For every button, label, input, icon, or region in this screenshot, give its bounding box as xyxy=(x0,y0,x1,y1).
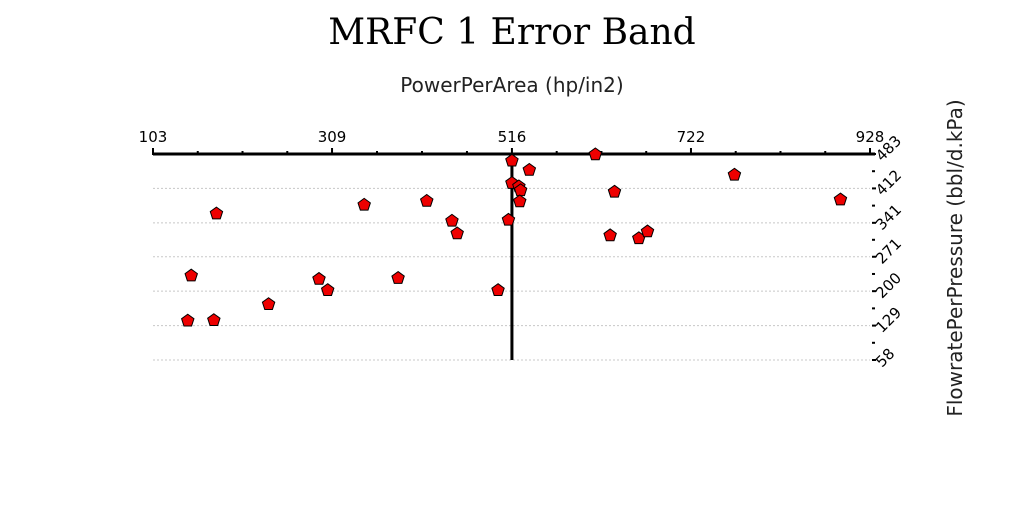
data-point xyxy=(491,283,505,296)
data-point xyxy=(261,297,276,311)
data-point xyxy=(207,313,221,327)
data-point xyxy=(505,153,519,167)
y-tick-label: 271 xyxy=(872,235,905,268)
chart-title: MRFC 1 Error Band xyxy=(328,12,695,53)
data-point xyxy=(501,212,516,226)
data-point xyxy=(391,270,405,284)
x-axis-ticks: 103 309 516 722 928 xyxy=(139,128,885,155)
data-point xyxy=(607,184,622,198)
data-point xyxy=(833,192,848,206)
x-tick-label: 103 xyxy=(139,128,168,146)
data-point xyxy=(603,228,617,242)
data-point xyxy=(209,206,224,220)
data-point xyxy=(180,313,195,327)
data-point xyxy=(445,213,459,227)
x-tick-label: 722 xyxy=(677,128,706,146)
y-axis-label: FlowratePerPressure (bbl/d.kPa) xyxy=(943,99,967,416)
x-tick-label: 309 xyxy=(318,128,347,146)
data-point xyxy=(727,167,742,181)
data-point xyxy=(588,147,603,161)
y-tick-label: 129 xyxy=(872,303,905,336)
data-points xyxy=(180,147,848,327)
data-point xyxy=(357,197,371,211)
gridlines xyxy=(153,187,870,361)
data-point xyxy=(419,193,434,207)
y-tick-label: 412 xyxy=(872,166,905,199)
data-point xyxy=(522,162,537,176)
data-point xyxy=(640,224,655,238)
y-tick-label: 200 xyxy=(872,269,905,302)
data-point xyxy=(450,226,464,240)
y-tick-label: 341 xyxy=(872,201,905,234)
data-point xyxy=(320,283,335,296)
x-axis-label: PowerPerArea (hp/in2) xyxy=(400,73,623,97)
data-point xyxy=(312,271,326,285)
x-tick-label: 516 xyxy=(498,128,527,146)
data-point xyxy=(184,268,199,282)
y-tick-label: 58 xyxy=(872,345,898,371)
x-tick-label: 928 xyxy=(856,128,885,146)
data-point xyxy=(512,194,527,208)
